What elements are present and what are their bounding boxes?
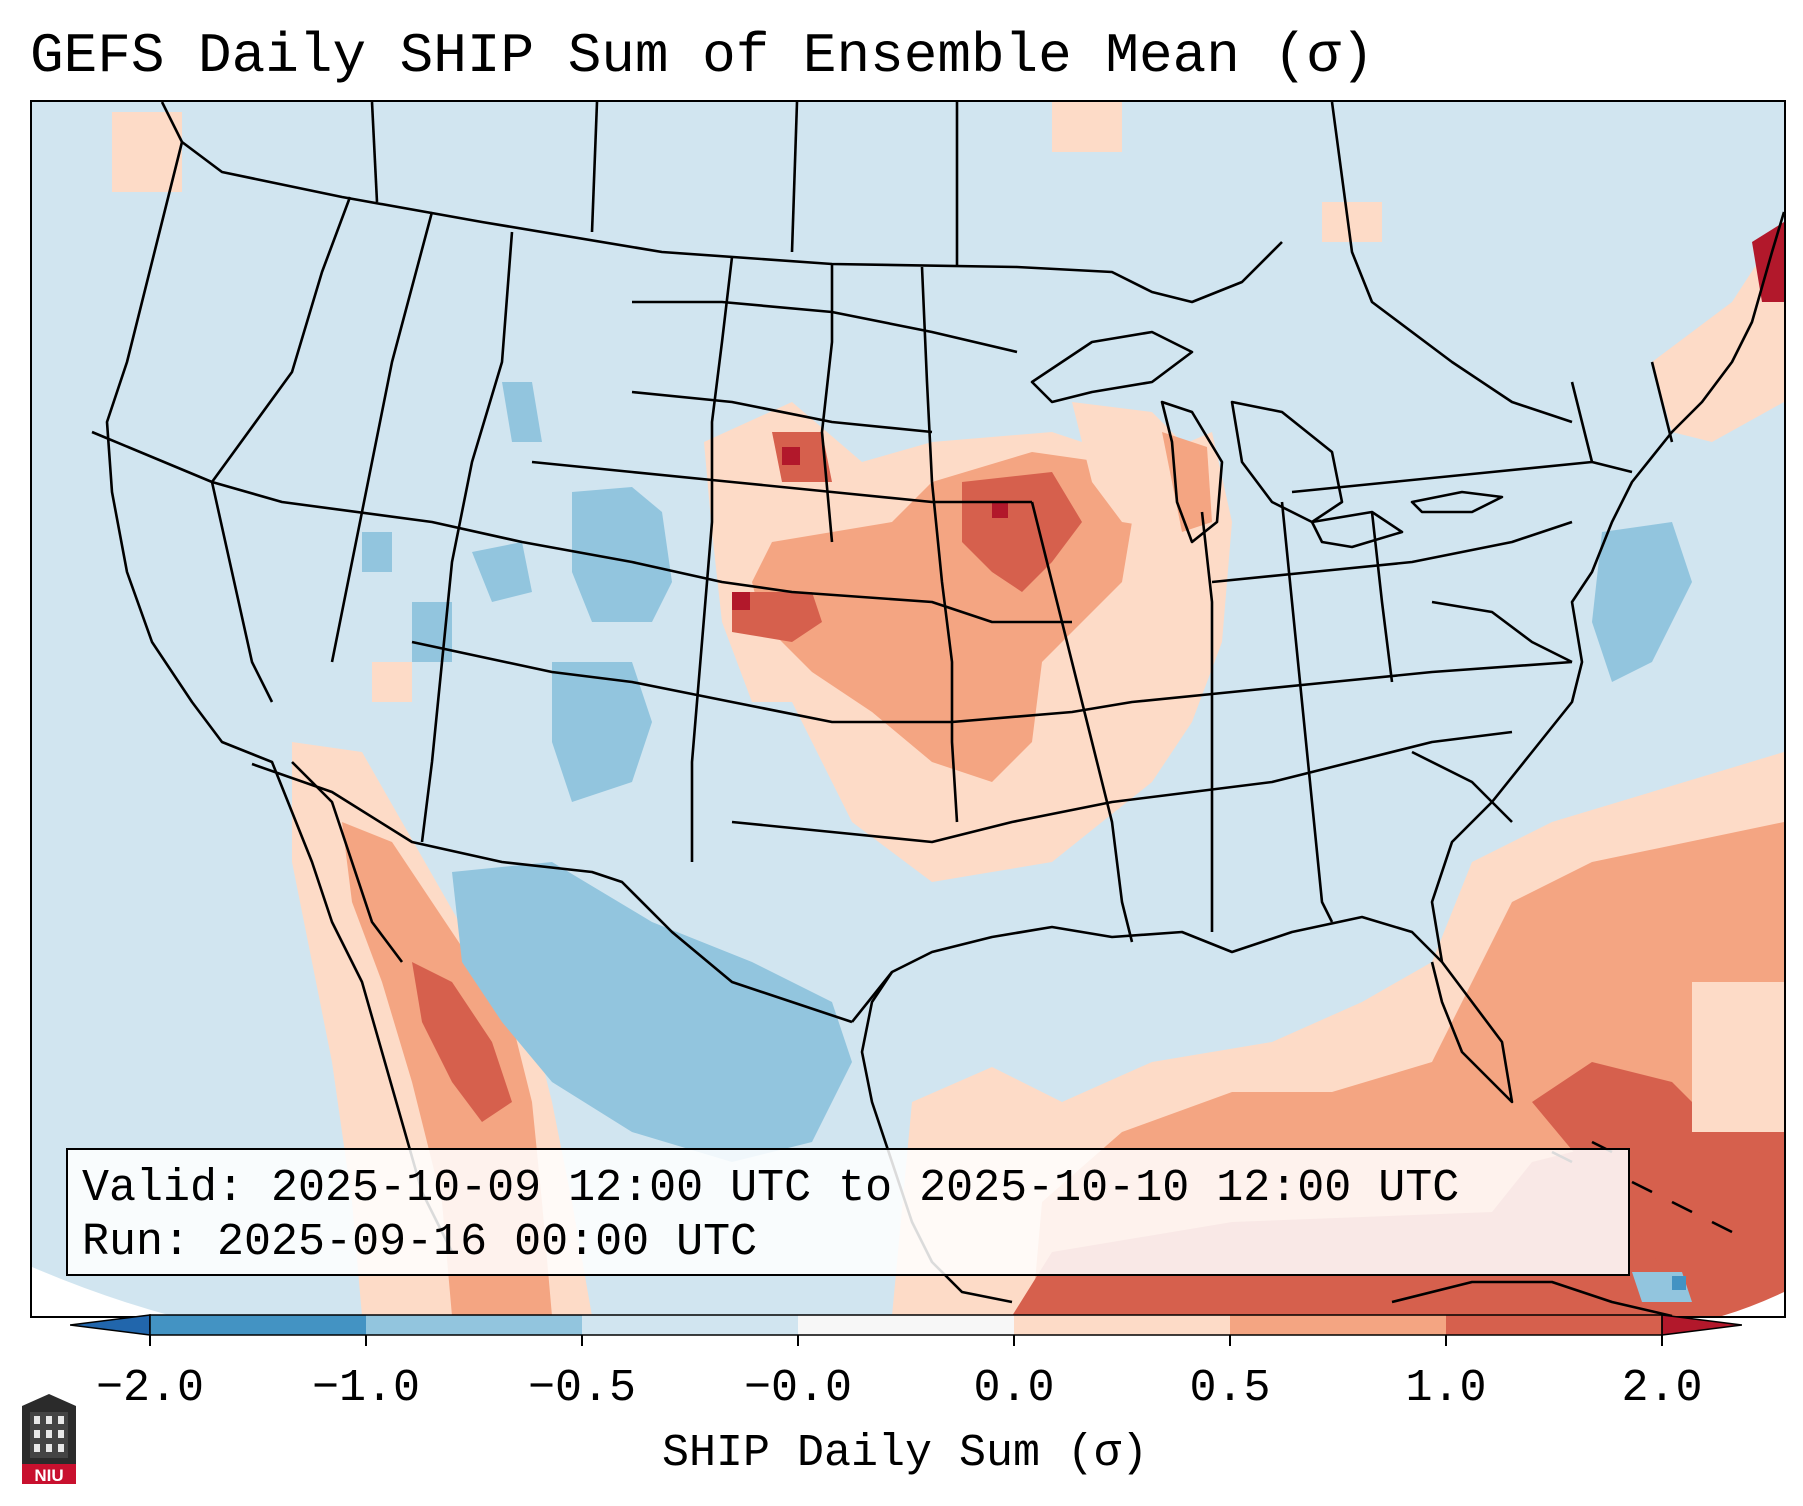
niu-logo: NIU bbox=[18, 1392, 80, 1488]
tick-label-5: 0.0 bbox=[973, 1363, 1055, 1414]
map-title: GEFS Daily SHIP Sum of Ensemble Mean (σ) bbox=[30, 24, 1375, 88]
tick-label-3: −0.5 bbox=[527, 1363, 637, 1414]
tick-label-6: 0.5 bbox=[1189, 1363, 1271, 1414]
anomaly-caribbean-cool-peak bbox=[1672, 1276, 1686, 1290]
colorbar-seg-5 bbox=[1014, 1315, 1230, 1335]
anomaly-colorado-cool bbox=[572, 487, 672, 622]
anomaly-quebec-warm bbox=[1322, 202, 1382, 242]
anomaly-canada-warm bbox=[1052, 102, 1122, 152]
anomaly-utah-cool bbox=[412, 602, 452, 662]
colorbar-seg-3 bbox=[582, 1315, 798, 1335]
anomaly-newmexico-cool bbox=[552, 662, 652, 802]
tick-label-7: 1.0 bbox=[1405, 1363, 1487, 1414]
map-canvas bbox=[32, 102, 1784, 1316]
anomaly-peak-2 bbox=[732, 592, 750, 610]
anomaly-pacific-cool-2 bbox=[362, 532, 392, 572]
valid-value: 2025-10-09 12:00 UTC to 2025-10-10 12:00… bbox=[271, 1163, 1460, 1214]
tick-label-8: 2.0 bbox=[1621, 1363, 1703, 1414]
anomaly-mexico-red bbox=[412, 962, 512, 1122]
run-info-box: Valid: 2025-10-09 12:00 UTC to 2025-10-1… bbox=[66, 1148, 1630, 1276]
logo-text: NIU bbox=[34, 1466, 64, 1485]
projection-edge-mask-right bbox=[1722, 1292, 1784, 1316]
anomaly-wyoming-cool bbox=[502, 382, 542, 442]
anomaly-atlantic-patch bbox=[1692, 982, 1784, 1132]
projection-edge-mask bbox=[32, 1267, 172, 1316]
anomaly-pacific-cool-1 bbox=[472, 542, 532, 602]
run-label: Run: bbox=[82, 1217, 191, 1268]
tick-label-2: −1.0 bbox=[311, 1363, 421, 1414]
tick-label-4: −0.0 bbox=[743, 1363, 853, 1414]
anomaly-northeast-light bbox=[1652, 222, 1784, 442]
anomaly-kansas-red bbox=[732, 592, 822, 642]
boundaries bbox=[91, 102, 1784, 1316]
anomaly-dakota-red bbox=[772, 432, 832, 482]
colorbar bbox=[70, 1314, 1742, 1346]
tick-label-1: −2.0 bbox=[95, 1363, 205, 1414]
colorbar-ticks bbox=[149, 1335, 1663, 1346]
anomaly-florida-red bbox=[1532, 1062, 1784, 1316]
valid-label: Valid: bbox=[82, 1163, 245, 1214]
colorbar-extend-low bbox=[70, 1314, 151, 1336]
anomaly-bc-warm bbox=[112, 112, 182, 192]
colorbar-seg-7 bbox=[1446, 1315, 1662, 1335]
anomaly-ca-warm bbox=[372, 662, 412, 702]
niu-seal-icon bbox=[22, 1394, 76, 1484]
anomaly-atlantic-cool bbox=[1592, 522, 1692, 682]
anomaly-peak-1 bbox=[782, 447, 800, 465]
colorbar-seg-1 bbox=[150, 1315, 366, 1335]
colorbar-seg-4 bbox=[798, 1315, 1014, 1335]
colorbar-seg-2 bbox=[366, 1315, 582, 1335]
colorbar-seg-6 bbox=[1230, 1315, 1446, 1335]
run-row: Run: 2025-09-16 00:00 UTC bbox=[82, 1216, 1614, 1270]
map-panel[interactable] bbox=[30, 100, 1786, 1318]
colorbar-label: SHIP Daily Sum (σ) bbox=[661, 1428, 1149, 1479]
colorbar-extend-high bbox=[1661, 1314, 1742, 1336]
valid-row: Valid: 2025-10-09 12:00 UTC to 2025-10-1… bbox=[82, 1162, 1614, 1216]
anomaly-peak-3 bbox=[992, 502, 1008, 518]
anomaly-mexico-cool bbox=[452, 862, 852, 1162]
run-value: 2025-09-16 00:00 UTC bbox=[217, 1217, 758, 1268]
